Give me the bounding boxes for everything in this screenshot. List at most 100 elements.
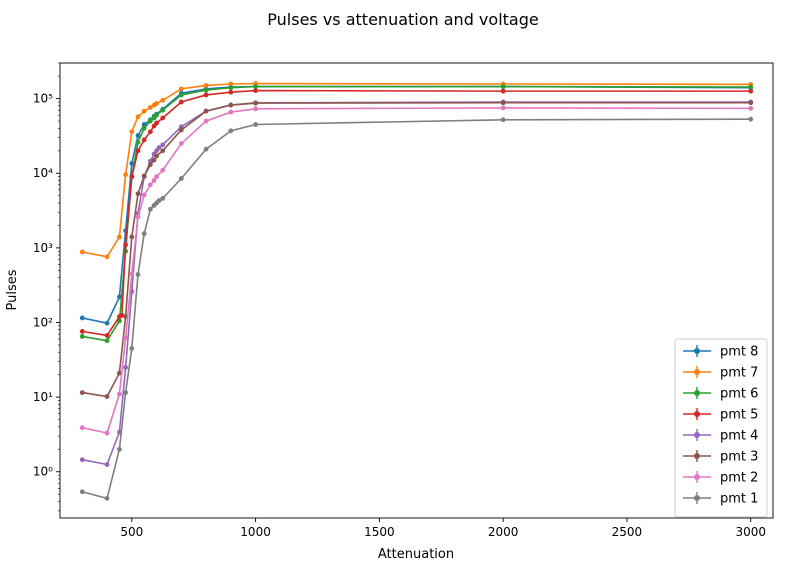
data-point <box>141 231 147 237</box>
data-point <box>253 100 258 106</box>
data-point <box>203 87 209 93</box>
data-point <box>135 272 141 277</box>
data-point <box>135 133 141 138</box>
data-point <box>154 174 159 180</box>
x-tick-label: 3000 <box>735 525 766 539</box>
data-point <box>178 99 184 105</box>
data-point <box>135 148 141 154</box>
legend-label: pmt 4 <box>720 429 758 444</box>
data-point <box>79 334 85 339</box>
plot-frame <box>59 62 774 519</box>
data-point <box>500 100 506 106</box>
data-point <box>147 182 153 188</box>
data-point <box>203 108 209 114</box>
legend-box <box>674 338 768 518</box>
data-point <box>748 116 754 122</box>
data-point <box>147 129 153 135</box>
data-point <box>500 117 506 123</box>
data-point <box>178 86 184 92</box>
data-point <box>178 141 184 146</box>
data-point <box>151 178 157 183</box>
series-line-2 <box>82 82 751 258</box>
data-point <box>748 88 754 94</box>
data-point <box>104 462 110 467</box>
data-point <box>129 129 135 135</box>
data-point <box>135 114 141 120</box>
data-point <box>160 97 166 103</box>
y-tick-label: 10³ <box>33 241 53 255</box>
data-point <box>156 145 162 151</box>
data-point <box>156 198 162 203</box>
legend-marker <box>694 453 700 459</box>
data-point <box>104 333 110 338</box>
data-point <box>79 425 85 431</box>
data-point <box>104 254 110 260</box>
data-point <box>160 148 166 154</box>
x-tick-label: 1000 <box>240 525 271 539</box>
data-point <box>135 214 141 220</box>
data-point <box>117 446 122 452</box>
legend-marker <box>694 495 700 501</box>
data-point <box>117 391 122 397</box>
data-point <box>129 345 135 351</box>
data-point <box>123 390 129 395</box>
data-point <box>154 153 159 159</box>
data-point <box>160 115 166 121</box>
legend-label: pmt 7 <box>720 366 758 381</box>
data-point <box>79 457 85 463</box>
data-point <box>129 271 135 277</box>
legend-marker <box>694 369 700 375</box>
data-point <box>253 84 258 89</box>
data-point <box>117 370 122 376</box>
data-point <box>160 196 166 201</box>
data-point <box>203 146 209 152</box>
x-tick-label: 2000 <box>488 525 519 539</box>
data-point <box>135 139 141 145</box>
data-point <box>147 206 153 212</box>
data-point <box>141 192 147 198</box>
data-point <box>79 315 85 321</box>
data-point <box>748 84 754 90</box>
data-point <box>228 81 234 87</box>
data-point <box>160 167 166 173</box>
legend-marker <box>694 390 700 396</box>
y-tick-label: 10⁰ <box>33 465 53 479</box>
data-point <box>79 328 85 334</box>
data-point <box>203 118 209 124</box>
y-axis-label: Pulses <box>5 269 20 310</box>
data-point <box>500 88 506 94</box>
data-point <box>129 174 135 180</box>
legend-label: pmt 6 <box>720 387 758 402</box>
data-point <box>160 142 166 148</box>
data-point <box>178 176 184 181</box>
plot-area: 500 1000 1500 2000 2500 3000 10⁰ 10¹ 10² 10³ 10⁴ 10… <box>33 62 774 539</box>
legend-label: pmt 5 <box>720 408 758 423</box>
data-point <box>748 105 754 111</box>
data-point <box>79 390 85 395</box>
data-point <box>104 495 110 501</box>
series-line-8 <box>82 118 751 500</box>
data-point <box>500 84 506 89</box>
y-tick-label: 10² <box>33 315 53 329</box>
data-point <box>154 120 159 126</box>
data-point <box>141 108 147 114</box>
legend-label: pmt 2 <box>720 471 758 486</box>
data-point <box>135 191 141 197</box>
data-point <box>253 122 258 127</box>
data-point <box>119 312 125 318</box>
data-point <box>147 118 153 124</box>
data-point <box>253 106 258 112</box>
y-tick-label: 10⁴ <box>33 166 53 180</box>
data-point <box>151 157 157 163</box>
series-line-5 <box>82 101 751 466</box>
legend-label: pmt 1 <box>720 492 758 507</box>
data-point <box>147 162 153 168</box>
data-point <box>228 128 234 134</box>
data-point <box>178 92 184 98</box>
data-point <box>203 92 209 98</box>
data-point <box>228 102 234 108</box>
legend-marker <box>694 474 700 480</box>
data-point <box>117 294 122 300</box>
data-point <box>203 83 209 88</box>
